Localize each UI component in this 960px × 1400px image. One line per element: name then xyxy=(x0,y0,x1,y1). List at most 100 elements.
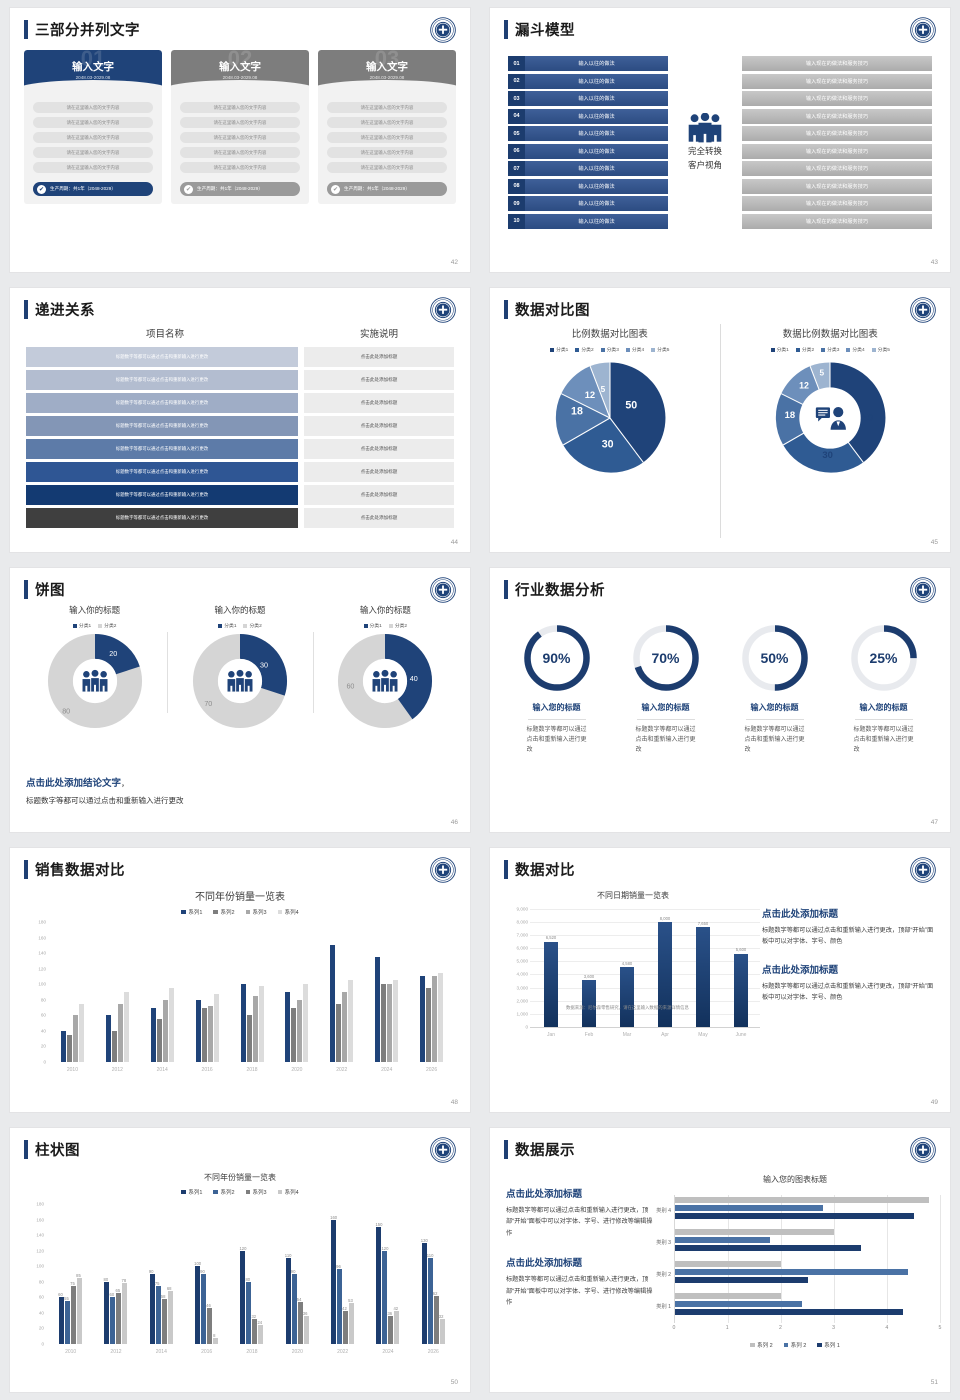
bar-group[interactable]: 8,000 Apr xyxy=(658,915,672,1038)
donut-svg[interactable]: 40 60 xyxy=(337,633,433,729)
list-item[interactable]: 请在这里输入您的文字内容 xyxy=(180,147,300,158)
legend-item[interactable]: 分类2 xyxy=(243,622,262,629)
funnel-row-right[interactable]: 输入现在的做法和服务技巧 xyxy=(742,143,932,159)
list-item[interactable]: 请在这里输入您的文字内容 xyxy=(327,162,447,173)
bar-group[interactable]: 150 120 36 42 2024 xyxy=(375,1222,400,1355)
table-row[interactable]: 标题数字等都可以通过点击和重新输入进行更改 点击此处添加标题 xyxy=(26,485,454,505)
bar-group[interactable]: 2012 xyxy=(95,922,140,1073)
legend-item[interactable]: 系列4 xyxy=(277,1188,299,1196)
donut-svg[interactable]: 30 70 xyxy=(192,633,288,729)
bar-group[interactable]: 110 90 54 36 2020 xyxy=(284,1253,309,1355)
progress-ring[interactable]: 90% xyxy=(521,622,593,694)
table-row[interactable]: 标题数字等都可以通过点击和重新输入进行更改 点击此处添加标题 xyxy=(26,347,454,367)
legend-item[interactable]: 分类2 xyxy=(98,622,116,629)
legend-item[interactable]: 分类5 xyxy=(651,346,669,353)
card-3[interactable]: 03 输入文字 2048.03-2029.08 请在这里输入您的文字内容 请在这… xyxy=(318,50,456,204)
bar-group[interactable]: 2024 xyxy=(364,922,409,1073)
table-row[interactable]: 标题数字等都可以通过点击和重新输入进行更改 点击此处添加标题 xyxy=(26,439,454,459)
legend-item[interactable]: 分类1 xyxy=(218,622,236,629)
progress-ring[interactable]: 25% xyxy=(848,622,920,694)
bar-group[interactable]: 2018 xyxy=(230,922,275,1073)
card-1[interactable]: 01 输入文字 2048.03-2029.08 请在这里输入您的文字内容 请在这… xyxy=(24,50,162,204)
legend-item[interactable]: 分类2 xyxy=(795,346,814,353)
bar-group[interactable]: 7,650 May xyxy=(696,920,710,1038)
list-item[interactable]: 请在这里输入您的文字内容 xyxy=(327,147,447,158)
bar-group[interactable]: 类别 2 xyxy=(656,1261,940,1285)
legend-item[interactable]: 分类4 xyxy=(625,346,644,353)
legend-item[interactable]: 系列 1 xyxy=(817,1341,840,1349)
bar-group[interactable]: 4,580 Mar xyxy=(620,960,634,1038)
funnel-row[interactable]: 01 输入以往的做法 xyxy=(508,56,668,71)
bar-group[interactable]: 2016 xyxy=(185,922,230,1073)
funnel-row[interactable]: 07 输入以往的做法 xyxy=(508,161,668,176)
legend-item[interactable]: 系列1 xyxy=(181,1188,202,1196)
bar-group[interactable]: 2020 xyxy=(274,922,319,1073)
legend-item[interactable]: 分类5 xyxy=(871,346,890,353)
pie-svg[interactable]: 50 30 18 12 5 xyxy=(551,359,669,477)
funnel-row[interactable]: 08 输入以往的做法 xyxy=(508,178,668,194)
bar-group[interactable]: 100 90 46 8 2016 xyxy=(184,1204,229,1355)
block-heading[interactable]: 点击此处添加标题 xyxy=(762,964,839,976)
funnel-row[interactable]: 04 输入以往的做法 xyxy=(508,108,668,124)
bar-group[interactable]: 120 80 32 24 2018 xyxy=(239,1245,264,1355)
bar-group[interactable]: 类别 4 xyxy=(656,1197,940,1221)
funnel-row-right[interactable]: 输入现在的做法和服务技巧 xyxy=(742,91,932,106)
bar-group[interactable]: 类别 1 xyxy=(656,1293,940,1317)
funnel-row[interactable]: 06 输入以往的做法 xyxy=(508,143,668,159)
list-item[interactable]: 请在这里输入您的文字内容 xyxy=(180,117,300,128)
legend-item[interactable]: 分类2 xyxy=(388,622,407,629)
legend-item[interactable]: 系列3 xyxy=(245,1188,267,1196)
bar-group[interactable]: 2026 xyxy=(409,922,454,1073)
funnel-row-right[interactable]: 输入现在的做法和服务技巧 xyxy=(742,56,932,71)
bar-group[interactable]: 2022 xyxy=(319,922,364,1073)
legend-item[interactable]: 分类1 xyxy=(550,346,568,353)
progress-ring[interactable]: 50% xyxy=(739,622,811,694)
progress-ring[interactable]: 70% xyxy=(630,622,702,694)
bar-group[interactable]: 130 110 62 32 2026 xyxy=(420,1237,445,1355)
list-item[interactable]: 请在这里输入您的文字内容 xyxy=(180,102,300,113)
bar-group[interactable]: 类别 3 xyxy=(656,1229,940,1253)
bar-group[interactable]: 5,600 June xyxy=(734,947,748,1038)
funnel-row[interactable]: 10 输入以往的做法 xyxy=(508,213,668,229)
legend-item[interactable]: 系列 2 xyxy=(750,1341,773,1349)
card-2[interactable]: 02 输入文字 2048.03-2029.08 请在这里输入您的文字内容 请在这… xyxy=(171,50,309,204)
bar-group[interactable]: 90 75 58 68 2014 xyxy=(148,1269,173,1355)
table-row[interactable]: 标题数字等都可以通过点击和重新输入进行更改 点击此处添加标题 xyxy=(26,508,454,528)
funnel-row-right[interactable]: 输入现在的做法和服务技巧 xyxy=(742,73,932,89)
list-item[interactable]: 请在这里输入您的文字内容 xyxy=(33,162,153,173)
funnel-row[interactable]: 09 输入以往的做法 xyxy=(508,196,668,211)
table-row[interactable]: 标题数字等都可以通过点击和重新输入进行更改 点击此处添加标题 xyxy=(26,462,454,482)
list-item[interactable]: 请在这里输入您的文字内容 xyxy=(33,132,153,143)
legend-item[interactable]: 系列2 xyxy=(213,1188,235,1196)
block-heading[interactable]: 点击此处添加标题 xyxy=(762,909,839,920)
list-item[interactable]: 请在这里输入您的文字内容 xyxy=(327,102,447,113)
block-heading[interactable]: 点击此处添加标题 xyxy=(506,1189,583,1200)
block-heading[interactable]: 点击此处添加标题 xyxy=(506,1258,583,1270)
bar-group[interactable]: 160 96 42 53 2022 xyxy=(330,1214,355,1355)
donut-svg[interactable]: 20 80 xyxy=(47,633,143,729)
funnel-row-right[interactable]: 输入现在的做法和服务技巧 xyxy=(742,213,932,229)
legend-item[interactable]: 系列1 xyxy=(181,908,202,916)
legend-item[interactable]: 系列4 xyxy=(277,908,299,916)
list-item[interactable]: 请在这里输入您的文字内容 xyxy=(327,117,447,128)
legend-item[interactable]: 系列 2 xyxy=(783,1341,806,1349)
legend-item[interactable]: 分类2 xyxy=(575,346,594,353)
bar-group[interactable]: 3,600 Feb xyxy=(582,973,596,1038)
legend-item[interactable]: 分类1 xyxy=(72,622,91,629)
bar-group[interactable]: 6,520 Jan xyxy=(544,935,558,1038)
list-item[interactable]: 请在这里输入您的文字内容 xyxy=(180,162,300,173)
funnel-row[interactable]: 02 输入以往的做法 xyxy=(508,73,668,89)
list-item[interactable]: 请在这里输入您的文字内容 xyxy=(180,132,300,143)
donut-svg[interactable]: 50 30 18 12 5 xyxy=(771,359,889,477)
table-row[interactable]: 标题数字等都可以通过点击和重新输入进行更改 点击此处添加标题 xyxy=(26,370,454,390)
legend-item[interactable]: 分类4 xyxy=(846,346,865,353)
funnel-row-right[interactable]: 输入现在的做法和服务技巧 xyxy=(742,126,932,141)
legend-item[interactable]: 分类3 xyxy=(821,346,839,353)
funnel-row-right[interactable]: 输入现在的做法和服务技巧 xyxy=(742,161,932,176)
bar-group[interactable]: 60 55 75 85 2010 xyxy=(58,1272,83,1355)
funnel-row-right[interactable]: 输入现在的做法和服务技巧 xyxy=(742,196,932,211)
legend-item[interactable]: 系列3 xyxy=(245,908,267,916)
list-item[interactable]: 请在这里输入您的文字内容 xyxy=(33,117,153,128)
funnel-row-right[interactable]: 输入现在的做法和服务技巧 xyxy=(742,178,932,194)
funnel-row[interactable]: 05 输入以往的做法 xyxy=(508,126,668,141)
